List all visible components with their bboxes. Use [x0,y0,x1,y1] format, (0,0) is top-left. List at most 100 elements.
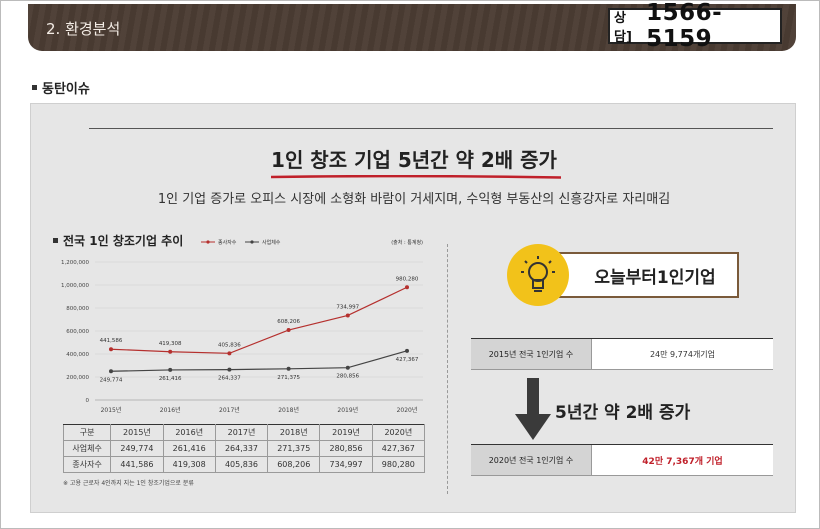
data-point [227,351,232,356]
chart-source: (출처 : 통계청) [391,239,423,246]
chart-title-label: 전국 1인 창조기업 추이 [63,234,184,248]
info-row-2015: 2015년 전국 1인기업 수 24만 9,774개기업 [471,338,773,370]
table-cell: 427,367 [371,440,426,457]
legend-marker [250,240,254,244]
data-label: 608,206 [277,319,300,325]
table-cell: 405,836 [214,456,269,473]
series-line-employees [110,286,408,354]
table-row: 종사자수 441,586 419,308 405,836 608,206 734,997 9… [62,456,426,473]
info-2015-value: 24만 9,774개기업 [591,339,773,369]
title-underline [271,175,561,179]
y-tick-label: 200,000 [66,375,89,381]
data-label: 264,337 [218,376,241,382]
table-header-cell: 2019년 [319,424,373,441]
y-tick-label: 400,000 [66,352,89,358]
growth-label: 5년간 약 2배 증가 [555,403,691,423]
table-header-cell: 2018년 [267,424,321,441]
x-tick-label: 2017년 [219,406,240,414]
legend-label: 종사자수 [218,239,237,246]
data-label: 249,774 [100,377,123,383]
data-point [227,367,232,372]
info-2020-label: 2020년 전국 1인기업 수 [471,445,591,475]
table-row: 사업체수 249,774 261,416 264,337 271,375 280,856 4… [62,440,426,457]
header-banner: 2. 환경분석 상담] 1566-5159 [28,0,796,52]
table-header-row: 구분 2015년 2016년 2017년 2018년 2019년 2020년 [62,424,426,441]
data-point [286,366,291,371]
y-tick-label: 1,000,000 [61,283,89,289]
y-tick-label: 1,200,000 [61,260,89,266]
line-chart: 0 200,000 400,000 600,000 800,000 1,000,000 1,… [61,239,423,414]
bullet-square-icon [53,238,58,243]
data-point [109,369,113,374]
subtitle: 1인 기업 증가로 오피스 시장에 소형화 바람이 거세지며, 수익형 부동산의… [157,192,671,207]
bullet-square-icon [32,85,37,90]
table-cell: 종사자수 [62,456,112,473]
table-cell: 사업체수 [62,440,112,457]
y-tick-label: 800,000 [66,306,89,312]
data-point [345,313,350,318]
legend-label: 사업체수 [262,239,281,246]
table-header-cell: 구분 [62,424,112,441]
data-label: 405,836 [218,342,241,348]
table-cell: 249,774 [110,440,164,457]
data-label: 419,308 [159,341,182,347]
table-header-cell: 2020년 [371,424,426,441]
data-point [405,348,409,353]
table-cell: 264,337 [214,440,269,457]
phone-number[interactable]: 1566-5159 [646,0,723,52]
data-point [405,285,409,290]
table-cell: 441,586 [110,456,164,473]
section-title: 2. 환경분석 [46,20,121,38]
data-label: 980,280 [396,276,419,282]
data-point [345,365,350,370]
y-tick-label: 0 [86,398,90,404]
chart-title: 전국 1인 창조기업 추이 [53,232,183,249]
table-body: 사업체수 249,774 261,416 264,337 271,375 280,856 4… [62,440,426,473]
data-label: 280,856 [336,374,359,380]
data-point [168,349,173,354]
info-2020-value: 42만 7,367개 기업 [591,445,773,475]
sub-heading: 동탄이슈 [32,78,90,97]
callout-box: 오늘부터1인기업 [559,252,739,298]
table-header-cell: 2016년 [162,424,216,441]
info-row-2020: 2020년 전국 1인기업 수 42만 7,367개 기업 [471,444,773,476]
data-point [286,328,291,333]
vertical-divider [447,244,448,494]
data-table: 구분 2015년 2016년 2017년 2018년 2019년 2020년 사업체수 249… [62,424,426,473]
table-cell: 734,997 [319,456,373,473]
x-tick-label: 2020년 [397,406,418,414]
table-cell: 261,416 [162,440,216,457]
phone-box[interactable]: 상담] 1566-5159 [608,0,782,52]
data-label: 441,586 [100,338,123,344]
y-tick-label: 600,000 [66,329,89,335]
content-panel: 1인 창조 기업 5년간 약 2배 증가 1인 기업 증가로 오피스 시장에 소… [30,103,796,513]
table-cell: 608,206 [267,456,321,473]
table-cell: 419,308 [162,456,216,473]
lightbulb-icon [521,256,555,292]
table-cell: 271,375 [267,440,321,457]
data-label: 261,416 [159,376,182,382]
panel-top-rule [89,128,773,129]
x-tick-label: 2019년 [337,406,358,414]
data-point [168,367,173,372]
data-point [109,347,113,352]
info-2015-label: 2015년 전국 1인기업 수 [471,339,591,369]
data-label: 271,375 [277,375,300,381]
x-tick-label: 2016년 [160,406,181,414]
bulb-badge [507,244,569,306]
arrow-down-icon [515,378,551,440]
phone-prefix: 상담] [614,11,632,45]
data-label: 734,997 [336,304,359,310]
table-header-cell: 2015년 [110,424,164,441]
table-cell: 280,856 [319,440,373,457]
legend-marker [206,240,210,244]
table-header-cell: 2017년 [214,424,269,441]
x-tick-label: 2015년 [101,406,122,414]
series-line-businesses [110,350,408,372]
footnote: ※ 고용 근로자 4인까지 지는 1인 창조기업으로 분류 [63,480,194,487]
sub-heading-label: 동탄이슈 [42,82,90,97]
data-label: 427,367 [396,357,419,363]
x-tick-label: 2018년 [278,406,299,414]
main-title: 1인 창조 기업 5년간 약 2배 증가 [271,148,557,172]
table-cell: 980,280 [371,456,426,473]
